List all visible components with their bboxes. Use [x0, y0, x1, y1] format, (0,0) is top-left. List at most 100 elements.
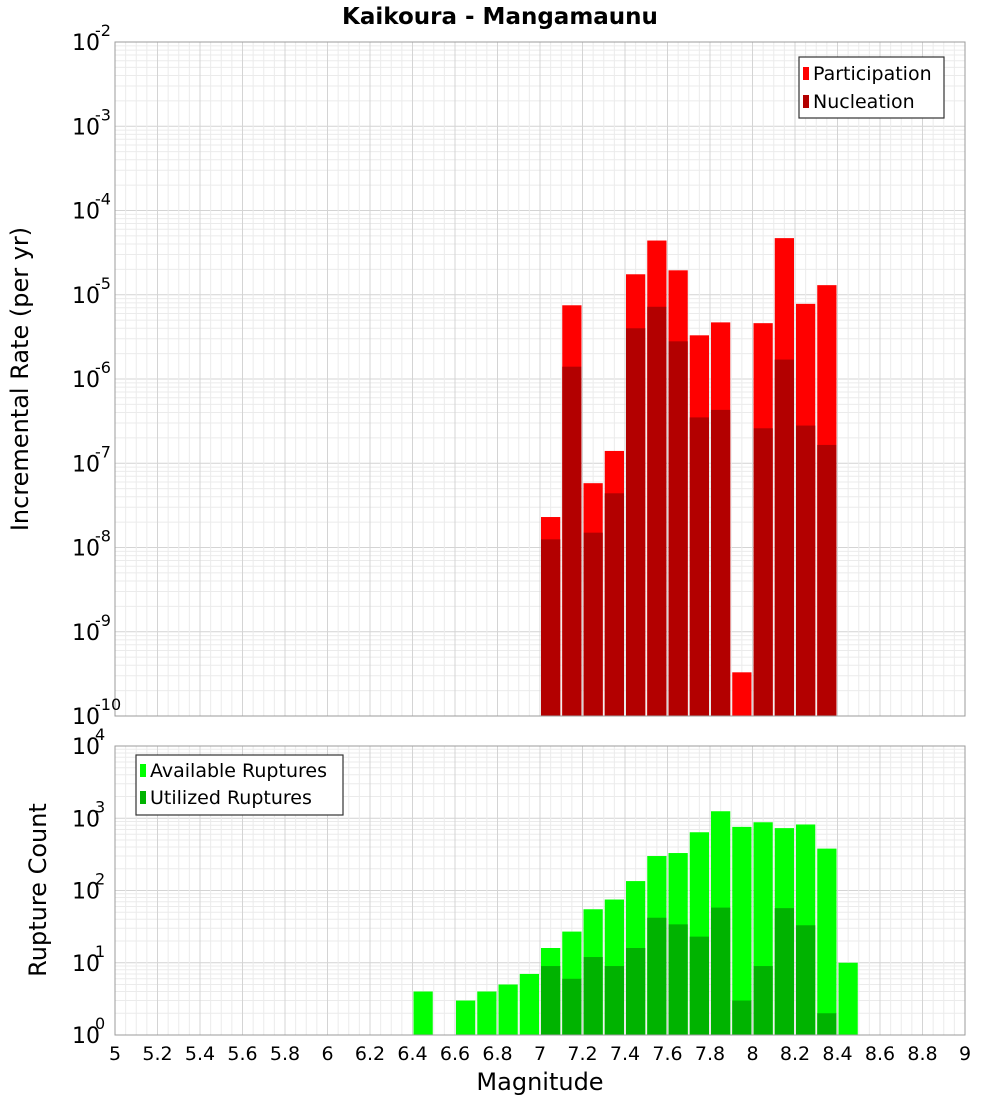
count-legend: Available Ruptures Utilized Ruptures [135, 754, 344, 816]
x-tick-label: 7.4 [610, 1043, 640, 1065]
x-tick-label: 9 [959, 1043, 971, 1065]
x-tick-label: 7.8 [695, 1043, 725, 1065]
count-bar-utilized-ruptures [817, 1013, 837, 1035]
count-bar-utilized-ruptures [541, 966, 561, 1035]
count-legend-box [135, 754, 344, 816]
count-bar-available-ruptures [477, 991, 497, 1035]
rate-y-tick-exponent: -9 [95, 611, 111, 630]
rate-bar-nucleation [668, 341, 688, 716]
available-legend-swatch [140, 764, 146, 777]
rate-legend: Participation Nucleation [798, 56, 945, 119]
x-tick-label: 8.8 [907, 1043, 937, 1065]
count-bar-available-ruptures [456, 1000, 476, 1035]
rate-panel-grid [114, 42, 966, 717]
rate-y-tick-label: 10 [72, 621, 100, 646]
x-tick-label: 6.2 [355, 1043, 385, 1065]
available-legend-label: Available Ruptures [150, 760, 327, 782]
utilized-legend-swatch [140, 791, 146, 804]
rate-y-tick-exponent: -6 [95, 358, 111, 377]
nucleation-legend-label: Nucleation [813, 91, 915, 113]
count-y-tick-label: 10 [72, 952, 100, 977]
count-panel-bars [413, 811, 858, 1035]
x-tick-label: 6.4 [397, 1043, 427, 1065]
rate-y-tick-exponent: -5 [95, 274, 111, 293]
count-y-tick-exponent: 2 [95, 870, 105, 889]
x-tick-label: 6 [321, 1043, 333, 1065]
rate-y-tick-label: 10 [72, 368, 100, 393]
x-tick-label: 8.6 [865, 1043, 895, 1065]
x-tick-label: 5.8 [270, 1043, 300, 1065]
rate-bar-nucleation [689, 417, 709, 716]
participation-legend-label: Participation [813, 63, 932, 85]
count-bar-utilized-ruptures [732, 1000, 752, 1035]
count-y-tick-label: 10 [72, 1024, 100, 1049]
rate-y-tick-exponent: -2 [95, 21, 111, 40]
rate-bar-nucleation [583, 532, 603, 716]
count-bar-utilized-ruptures [796, 925, 816, 1035]
count-bar-available-ruptures [838, 962, 858, 1035]
nucleation-legend-swatch [803, 95, 809, 108]
rate-y-tick-label: 10 [72, 452, 100, 477]
rate-bar-nucleation [774, 359, 794, 716]
x-tick-label: 6.6 [440, 1043, 470, 1065]
count-bar-utilized-ruptures [647, 917, 667, 1035]
count-bar-available-ruptures [519, 973, 539, 1035]
count-bar-utilized-ruptures [711, 907, 731, 1035]
magnitude-x-ticks: 5 5.2 5.4 5.6 5.8 6 6.2 6.4 6.6 6.8 7 7.2 7.4 7.6 7.8 8… [109, 1043, 971, 1065]
rate-bar-nucleation [562, 366, 582, 716]
rate-y-tick-label: 10 [72, 115, 100, 140]
count-y-tick-label: 10 [72, 735, 100, 760]
count-bar-utilized-ruptures [583, 957, 603, 1035]
rate-y-tick-label: 10 [72, 284, 100, 309]
rate-bar-participation [732, 672, 752, 716]
count-y-tick-exponent: 3 [95, 797, 105, 816]
rate-bar-nucleation [647, 306, 667, 716]
rate-y-tick-exponent: -7 [95, 442, 111, 461]
participation-legend-swatch [803, 67, 809, 80]
count-bar-utilized-ruptures [626, 948, 646, 1035]
x-tick-label: 5.2 [142, 1043, 172, 1065]
x-tick-label: 8 [746, 1043, 758, 1065]
count-y-tick-exponent: 4 [95, 725, 105, 744]
x-tick-label: 8.2 [780, 1043, 810, 1065]
count-y-axis-label: Rupture Count [24, 803, 52, 977]
x-tick-label: 7 [534, 1043, 546, 1065]
rate-y-tick-exponent: -8 [95, 527, 111, 546]
x-axis-label: Magnitude [476, 1068, 603, 1096]
rate-bar-nucleation [796, 425, 816, 716]
count-bar-utilized-ruptures [604, 966, 624, 1035]
x-tick-label: 8.4 [822, 1043, 852, 1065]
rate-bar-nucleation [604, 493, 624, 716]
rate-bar-nucleation [541, 539, 561, 716]
count-bar-available-ruptures [817, 848, 837, 1035]
count-bar-available-ruptures [732, 826, 752, 1035]
count-plot-frame [114, 745, 966, 1036]
x-tick-label: 5 [109, 1043, 121, 1065]
count-y-tick-label: 10 [72, 807, 100, 832]
rate-bar-nucleation [817, 444, 837, 716]
count-y-tick-label: 10 [72, 880, 100, 905]
x-tick-label: 7.6 [652, 1043, 682, 1065]
chart-title: Kaikoura - Mangamaunu [342, 4, 658, 30]
rate-legend-box [798, 56, 945, 119]
count-y-tick-exponent: 1 [95, 942, 105, 961]
rate-y-tick-exponent: -3 [95, 105, 111, 124]
rate-bar-nucleation [626, 328, 646, 716]
rate-y-tick-exponent: -4 [95, 190, 111, 209]
rate-panel-bars [541, 238, 837, 716]
count-bar-utilized-ruptures [668, 924, 688, 1035]
count-bar-utilized-ruptures [562, 978, 582, 1035]
utilized-legend-label: Utilized Ruptures [150, 787, 312, 809]
rate-y-tick-label: 10 [72, 200, 100, 225]
count-bar-utilized-ruptures [689, 936, 709, 1035]
rate-y-axis-label: Incremental Rate (per yr) [6, 227, 34, 531]
x-tick-label: 6.8 [482, 1043, 512, 1065]
x-tick-label: 7.2 [567, 1043, 597, 1065]
rate-y-tick-label: 10 [72, 537, 100, 562]
rate-plot-frame [114, 41, 966, 717]
rate-y-tick-exponent: -10 [95, 695, 121, 714]
rate-bar-nucleation [711, 409, 731, 716]
count-bar-available-ruptures [413, 991, 433, 1035]
